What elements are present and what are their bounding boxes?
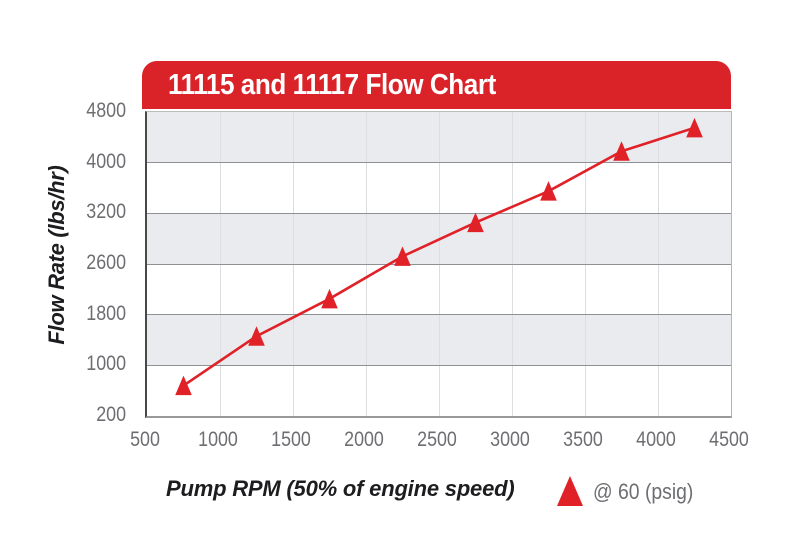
x-tick-label: 1500 — [271, 428, 311, 451]
x-tick-label: 2000 — [344, 428, 384, 451]
x-tick-label: 3000 — [490, 428, 530, 451]
data-point-triangle-marker — [248, 326, 265, 346]
data-point-triangle-marker — [613, 141, 630, 161]
y-tick-label: 4000 — [86, 149, 126, 173]
x-tick-label: 1000 — [198, 428, 238, 451]
series-line — [182, 126, 695, 387]
legend: @ 60 (psig) — [557, 476, 707, 506]
data-series-line — [175, 117, 703, 396]
y-tick-label: 4800 — [86, 99, 126, 122]
triangle-up-icon — [557, 476, 583, 506]
x-tick-label: 4500 — [709, 428, 749, 451]
x-tick-label: 2500 — [417, 428, 457, 451]
y-tick-label: 1800 — [86, 301, 126, 325]
horizontal-gridline — [147, 364, 731, 366]
horizontal-gridline — [147, 263, 731, 265]
horizontal-gridline — [147, 314, 731, 316]
data-point-triangle-marker — [540, 181, 557, 201]
data-point-triangle-marker — [321, 288, 338, 309]
x-tick-label: 3500 — [563, 428, 603, 451]
data-point-triangle-marker — [394, 246, 411, 266]
data-point-triangle-marker — [175, 375, 192, 396]
legend-label: @ 60 (psig) — [593, 479, 694, 504]
x-tick-label: 500 — [130, 428, 160, 451]
horizontal-gridline — [147, 212, 731, 214]
plot-area — [145, 111, 732, 418]
data-point-triangle-marker — [686, 117, 703, 138]
x-tick-label: 4000 — [636, 428, 676, 451]
x-axis-title: Pump RPM (50% of engine speed) — [166, 476, 515, 501]
y-tick-label: 2600 — [86, 251, 126, 274]
y-tick-label: 200 — [96, 403, 126, 426]
data-point-triangle-marker — [467, 212, 484, 233]
chart-title: 11115 and 11117 Flow Chart — [168, 68, 496, 101]
horizontal-gridline — [147, 162, 731, 164]
y-tick-label: 1000 — [86, 352, 126, 376]
y-tick-label: 3200 — [86, 200, 126, 224]
chart-title-banner: 11115 and 11117 Flow Chart — [142, 61, 731, 109]
